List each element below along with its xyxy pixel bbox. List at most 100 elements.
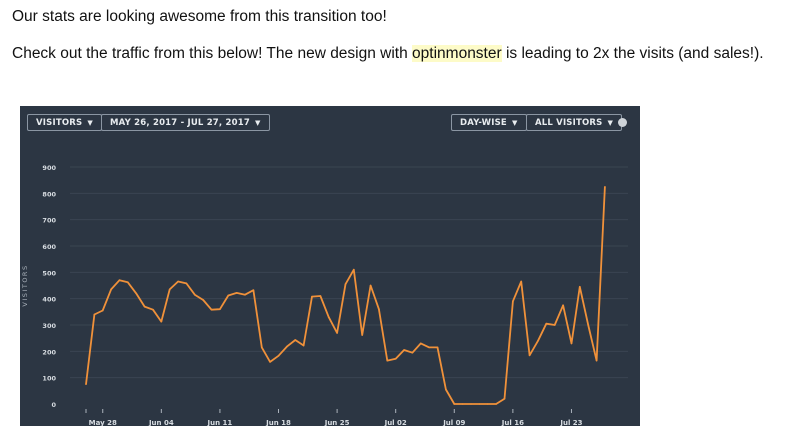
caret-down-icon: ▼ (511, 119, 518, 127)
data-point (553, 324, 556, 326)
data-point (311, 295, 313, 298)
data-point (361, 334, 364, 336)
intro-line: Our stats are looking awesome from this … (12, 8, 387, 25)
data-point (110, 288, 112, 291)
data-point (445, 388, 447, 391)
data-point (378, 308, 380, 310)
data-point (118, 279, 121, 282)
line-chart: 0 100 200 300 400 500 600 700 800 900 VISITORS May … (21, 164, 628, 426)
data-point (386, 359, 389, 362)
data-point (319, 295, 322, 297)
data-point (235, 292, 238, 294)
traffic-text: Check out the traffic from this below! T… (12, 45, 413, 62)
data-point (403, 349, 405, 351)
data-point (436, 346, 439, 349)
data-point (252, 289, 255, 292)
data-point (579, 286, 581, 288)
data-point (227, 294, 230, 297)
data-point (286, 345, 288, 348)
data-point (277, 355, 280, 357)
data-point (537, 340, 539, 342)
highlighted-brand: optinmonster (412, 45, 502, 62)
data-point (127, 281, 129, 284)
data-point (394, 357, 397, 360)
data-point (562, 304, 564, 307)
x-tick-label: Jul 16 (501, 419, 524, 426)
y-tick-label: 800 (42, 190, 56, 198)
data-point (420, 342, 422, 345)
y-tick-label: 500 (42, 269, 56, 277)
data-point (604, 185, 606, 188)
data-point (478, 403, 481, 405)
caret-down-icon: ▼ (607, 119, 614, 127)
data-point (570, 342, 573, 345)
data-point (512, 300, 514, 303)
data-point (486, 403, 489, 405)
data-point (101, 309, 104, 312)
x-tick-label: Jun 18 (265, 419, 291, 426)
data-point (194, 293, 196, 296)
x-tick-label: Jun 11 (207, 419, 233, 426)
data-point (503, 397, 506, 400)
y-tick-label: 200 (42, 348, 56, 356)
data-point (177, 280, 179, 283)
data-point (528, 354, 531, 357)
metric-label: VISITORS (36, 118, 83, 128)
traffic-line: Check out the traffic from this below! T… (12, 45, 764, 63)
traffic-text-end: is leading to 2x the visits (and sales!)… (501, 45, 764, 62)
y-tick-label: 400 (42, 296, 56, 304)
data-point (545, 322, 548, 325)
x-tick-label: Jul 23 (559, 419, 582, 426)
y-axis-label: VISITORS (21, 264, 29, 306)
data-point (411, 351, 414, 354)
y-tick-label: 700 (42, 217, 56, 225)
x-tick-label: Jul 09 (442, 419, 465, 426)
y-tick-label: 300 (42, 322, 56, 330)
data-point (327, 316, 330, 318)
data-point (269, 361, 271, 363)
x-tick-label: Jul 02 (384, 419, 407, 426)
data-point (160, 320, 163, 323)
data-point (93, 313, 96, 316)
x-tick-label: Jun 25 (324, 419, 350, 426)
data-point (152, 308, 154, 311)
data-point (260, 346, 263, 349)
data-point (495, 403, 497, 405)
y-tick-label: 900 (42, 164, 56, 172)
data-point (587, 324, 589, 326)
data-point (219, 308, 221, 310)
caret-down-icon: ▼ (87, 119, 93, 127)
data-point (185, 282, 188, 285)
date-range-dropdown[interactable]: MAY 26, 2017 - JUL 27, 2017 ▼ (101, 114, 270, 131)
data-point (428, 346, 430, 349)
data-point (344, 283, 347, 285)
data-point (143, 305, 146, 308)
data-point (85, 383, 87, 386)
data-point (453, 403, 456, 405)
data-point (135, 292, 138, 295)
data-point (202, 299, 204, 301)
data-point (470, 403, 472, 405)
y-tick-label: 100 (42, 375, 56, 383)
granularity-label: DAY-WISE (460, 118, 507, 128)
date-range-label: MAY 26, 2017 - JUL 27, 2017 (110, 118, 250, 128)
data-point (336, 332, 338, 334)
data-point (294, 339, 297, 341)
segment-label: ALL VISITORS (535, 118, 603, 128)
caret-down-icon: ▼ (254, 119, 261, 127)
data-point (302, 344, 305, 347)
data-point (595, 359, 598, 362)
x-tick-label: Jun 04 (148, 419, 174, 426)
data-point (168, 288, 171, 291)
data-point (369, 284, 372, 287)
help-icon[interactable] (618, 118, 627, 127)
data-point (520, 280, 523, 283)
data-point (461, 403, 464, 405)
x-tick-label: May 28 (89, 419, 117, 426)
y-tick-label: 0 (51, 401, 56, 409)
data-point (353, 268, 355, 271)
data-point (210, 308, 213, 311)
y-tick-label: 600 (42, 243, 56, 251)
data-point (244, 293, 246, 296)
visitors-chart-panel: VISITORS ▼ MAY 26, 2017 - JUL 27, 2017 ▼ D… (20, 106, 640, 426)
